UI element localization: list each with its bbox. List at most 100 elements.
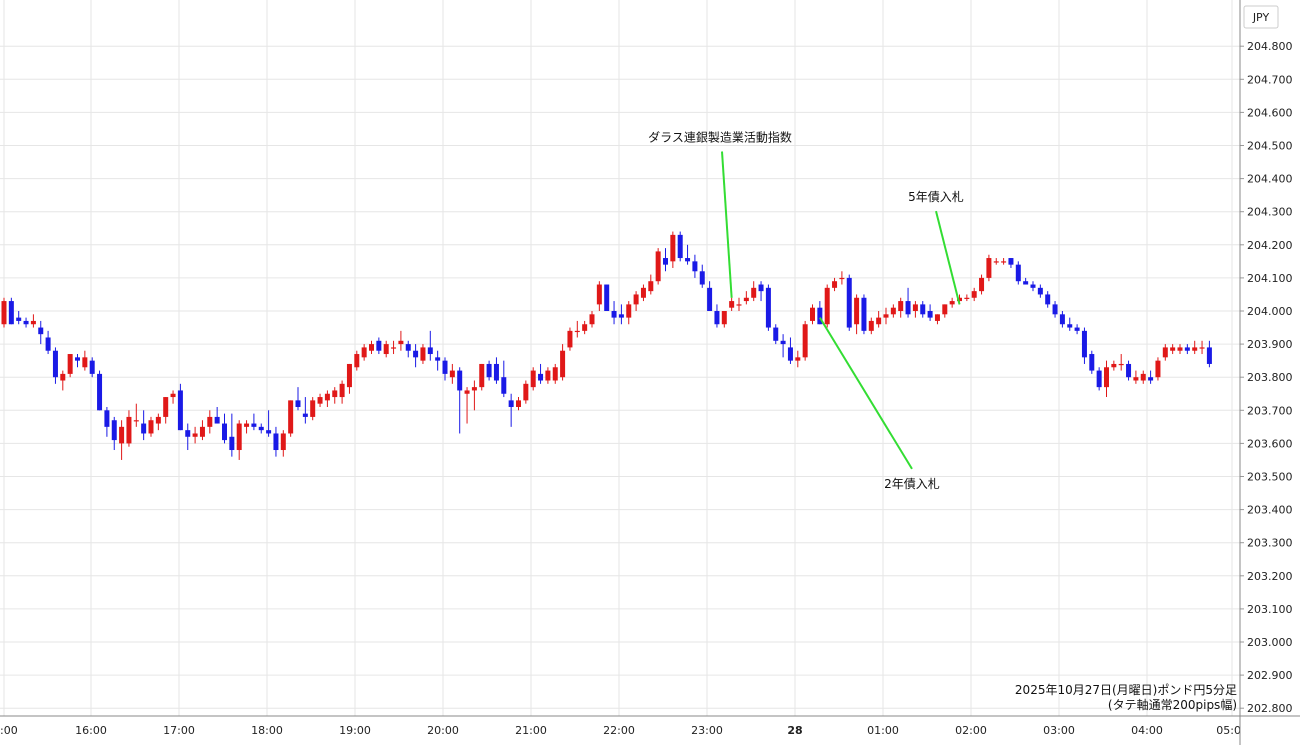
candle-body — [589, 314, 595, 325]
candle-body — [148, 420, 154, 434]
candle-body — [295, 400, 301, 407]
candle-body — [979, 277, 985, 292]
candle-body — [1177, 347, 1183, 351]
annotation-line — [935, 210, 961, 305]
candle-body — [273, 433, 279, 451]
y-tick-label: 203.700 — [1247, 404, 1293, 417]
y-tick-label: 203.500 — [1247, 471, 1293, 484]
candle-body — [839, 277, 845, 280]
candle-body — [45, 337, 51, 351]
candle-body — [736, 304, 742, 306]
candle-body — [780, 340, 786, 345]
annotation-label: 2年債入札 — [884, 476, 940, 491]
candle-body — [861, 297, 867, 331]
candle-body — [361, 347, 367, 358]
candle-body — [633, 294, 639, 305]
x-tick-label: 01:00 — [867, 724, 899, 737]
candle-body — [898, 301, 904, 311]
candle-body — [1162, 347, 1168, 358]
candle-body — [1008, 258, 1014, 265]
candle-body — [1170, 347, 1176, 351]
candle-body — [1133, 377, 1139, 381]
candle-body — [23, 320, 29, 325]
candle-body — [214, 416, 220, 424]
candle-body — [773, 327, 779, 341]
candle-body — [663, 258, 668, 265]
x-tick-label: 19:00 — [339, 724, 371, 737]
y-tick-label: 204.100 — [1247, 272, 1293, 285]
candle-body — [626, 304, 632, 318]
x-tick-label: 21:00 — [515, 724, 547, 737]
candle-body — [1, 301, 7, 325]
candle-body — [810, 307, 815, 321]
candle-body — [52, 350, 58, 378]
candle-body — [427, 347, 433, 355]
candle-body — [920, 304, 926, 315]
candle-body — [1104, 367, 1109, 388]
candle-body — [1155, 360, 1161, 378]
candle-body — [545, 370, 551, 381]
candles — [1, 231, 1212, 460]
y-tick-label: 204.200 — [1247, 239, 1293, 252]
y-tick-label: 203.000 — [1247, 636, 1293, 649]
candle-body — [435, 357, 441, 361]
candle-body — [582, 324, 588, 331]
y-tick-label: 203.300 — [1247, 537, 1293, 550]
candle-body — [993, 261, 999, 263]
candle-body — [222, 423, 227, 441]
candle-body — [310, 400, 316, 417]
candle-body — [8, 301, 14, 325]
y-tick-label: 204.500 — [1247, 140, 1293, 153]
candle-body — [567, 330, 573, 348]
candle-body — [802, 324, 808, 358]
candle-body — [302, 413, 308, 417]
candle-body — [846, 277, 852, 328]
candle-body — [677, 234, 683, 259]
candle-body — [346, 363, 352, 388]
candle-body — [574, 330, 580, 333]
candle-body — [244, 423, 250, 427]
candle-body — [266, 430, 272, 434]
x-tick-label: 20:00 — [427, 724, 459, 737]
x-tick-label: 03:00 — [1043, 724, 1075, 737]
candle-body — [60, 373, 66, 381]
y-tick-label: 203.600 — [1247, 437, 1293, 450]
candle-body — [949, 301, 955, 305]
currency-label-box — [1243, 5, 1279, 29]
annotation-label: ダラス連銀製造業活動指数 — [648, 130, 792, 145]
y-tick-label: 203.400 — [1247, 504, 1293, 517]
candle-body — [207, 416, 213, 427]
candle-body — [82, 357, 88, 368]
candle-body — [391, 347, 397, 349]
candle-body — [1030, 284, 1036, 288]
chart-note: (タテ軸通常200pips幅) — [1108, 697, 1237, 712]
y-tick-label: 204.000 — [1247, 305, 1293, 318]
candle-body — [1023, 281, 1029, 285]
candle-body — [280, 433, 286, 451]
candle-body — [420, 347, 426, 361]
candle-body — [942, 304, 948, 315]
candle-body — [508, 400, 514, 407]
candle-body — [530, 370, 536, 388]
candle-body — [1118, 363, 1124, 366]
candle-body — [685, 258, 691, 262]
chart-note: 2025年10月27日(月曜日)ポンド円5分足 — [1015, 683, 1237, 697]
x-tick-label: 04:00 — [1131, 724, 1163, 737]
candle-body — [369, 344, 374, 351]
candle-body — [817, 307, 823, 325]
candle-body — [104, 410, 110, 427]
y-tick-label: 204.800 — [1247, 40, 1293, 53]
candle-body — [354, 354, 360, 368]
candle-body — [332, 390, 338, 398]
candle-body — [1089, 354, 1095, 371]
candle-body — [398, 340, 404, 345]
candle-body — [611, 311, 617, 318]
candle-body — [751, 287, 757, 298]
x-tick-label: 23:00 — [691, 724, 723, 737]
candle-body — [971, 291, 977, 298]
y-tick-label: 203.800 — [1247, 371, 1293, 384]
candle-body — [692, 261, 698, 272]
x-tick-label: 17:00 — [163, 724, 195, 737]
candle-body — [97, 373, 103, 411]
